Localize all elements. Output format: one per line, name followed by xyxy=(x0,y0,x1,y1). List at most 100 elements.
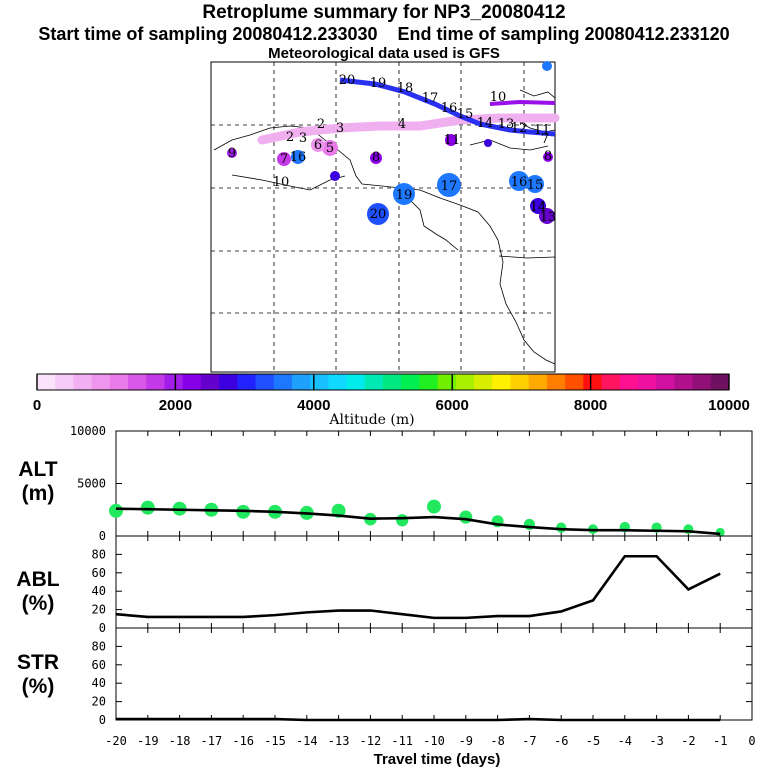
colorbar-swatch xyxy=(109,374,129,390)
colorbar-swatch xyxy=(237,374,257,390)
plume-point xyxy=(227,148,237,158)
colorbar-swatch xyxy=(37,374,56,390)
y-tick-label: 40 xyxy=(92,584,106,598)
plume-day-label: 14 xyxy=(530,200,547,215)
alt-point xyxy=(715,527,725,537)
colorbar-swatch xyxy=(328,374,348,390)
plume-point xyxy=(277,152,291,166)
colorbar-tick-label: 8000 xyxy=(574,397,607,414)
abl-unit: (%) xyxy=(22,592,55,615)
trail-low xyxy=(257,113,560,145)
colorbar-swatch xyxy=(73,374,93,390)
alt-unit: (m) xyxy=(22,482,55,505)
panel-frame xyxy=(115,627,753,721)
x-tick-label: 0 xyxy=(748,734,755,748)
colorbar-swatch xyxy=(401,374,420,390)
str-unit: (%) xyxy=(22,675,55,698)
colorbar-swatch xyxy=(637,374,657,390)
plume-day-label: 8 xyxy=(372,150,380,165)
end-time-label: End time of sampling 20080412.233120 xyxy=(397,24,730,44)
colorbar-swatch xyxy=(255,374,275,390)
panel-frame xyxy=(115,430,753,537)
colorbar-swatch xyxy=(528,374,548,390)
y-tick-label: 80 xyxy=(92,639,106,653)
colorbar-swatch xyxy=(346,374,366,390)
colorbar-swatch xyxy=(419,374,439,390)
y-tick-label: 60 xyxy=(92,566,106,580)
plume-day-label: 3 xyxy=(336,121,344,136)
plume-point xyxy=(509,171,529,191)
plume-point xyxy=(311,138,325,152)
plume-point xyxy=(484,139,492,147)
alt-point xyxy=(459,510,473,524)
y-tick-label: 0 xyxy=(99,713,106,727)
plume-day-label: 11 xyxy=(444,133,461,148)
plume-point xyxy=(526,175,544,193)
plume-day-label: 10 xyxy=(273,175,290,190)
colorbar-swatch xyxy=(601,374,621,390)
plume-day-label: 7 xyxy=(541,132,549,147)
trail-high xyxy=(339,77,556,137)
colorbar-swatch xyxy=(383,374,402,390)
plume-day-label: 16 xyxy=(511,175,528,190)
plume-day-label: 17 xyxy=(441,179,458,194)
colorbar-swatch xyxy=(200,374,220,390)
start-time-label: Start time of sampling 20080412.233030 xyxy=(38,24,378,44)
x-tick-label: -11 xyxy=(391,734,413,748)
plume-point xyxy=(542,61,552,71)
colorbar-swatch xyxy=(455,374,475,390)
colorbar-tick-label: 6000 xyxy=(436,397,469,414)
x-tick-label: -10 xyxy=(423,734,445,748)
alt-point xyxy=(427,499,441,514)
plume-day-label: 19 xyxy=(396,188,413,203)
alt-point xyxy=(556,522,567,533)
colorbar-label: Altitude (m) xyxy=(328,412,414,428)
plume-day-label: 20 xyxy=(339,73,356,88)
y-tick-label: 20 xyxy=(92,695,106,709)
colorbar-swatch xyxy=(656,374,675,390)
y-tick-label: 40 xyxy=(92,676,106,690)
x-tick-label: -8 xyxy=(490,734,504,748)
colorbar-swatch xyxy=(164,374,184,390)
colorbar-swatch xyxy=(273,374,293,390)
x-tick-label: -4 xyxy=(618,734,632,748)
colorbar-tick-label: 4000 xyxy=(297,397,330,414)
x-tick-label: -9 xyxy=(459,734,473,748)
plume-day-label: 9 xyxy=(228,146,236,161)
plume-day-label: 20 xyxy=(370,207,387,222)
y-tick-label: 80 xyxy=(92,547,106,561)
x-tick-label: -12 xyxy=(360,734,382,748)
plume-point xyxy=(393,183,415,205)
alt-point xyxy=(140,500,155,515)
plume-day-label: 7 xyxy=(280,152,288,167)
x-tick-label: -18 xyxy=(169,734,191,748)
plume-day-label: 11 xyxy=(534,123,551,138)
colorbar-swatch xyxy=(128,374,147,390)
alt-point xyxy=(109,503,123,518)
trail-mid xyxy=(489,99,556,106)
x-tick-label: -5 xyxy=(586,734,600,748)
plume-point xyxy=(367,203,389,225)
colorbar-tick-label: 10000 xyxy=(708,397,750,414)
x-tick-label: -17 xyxy=(201,734,223,748)
alt-label: ALT xyxy=(18,458,57,481)
x-tick-label: -6 xyxy=(554,734,568,748)
plume-day-label: 19 xyxy=(370,76,387,91)
plume-day-label: 5 xyxy=(326,141,334,156)
plume-day-label: 18 xyxy=(397,81,414,96)
plume-day-label: 15 xyxy=(527,178,544,193)
x-tick-label: -1 xyxy=(713,734,727,748)
x-tick-label: -15 xyxy=(264,734,286,748)
plume-day-label: 8 xyxy=(544,149,552,164)
plume-day-label: 2 xyxy=(286,130,294,145)
colorbar-tick-label: 0 xyxy=(33,397,41,414)
colorbar-swatch xyxy=(546,374,566,390)
colorbar-swatch xyxy=(583,374,603,390)
plume-day-label: 10 xyxy=(490,90,507,105)
colorbar-swatch xyxy=(219,374,238,390)
colorbar-swatch xyxy=(510,374,530,390)
colorbar-swatch xyxy=(674,374,694,390)
